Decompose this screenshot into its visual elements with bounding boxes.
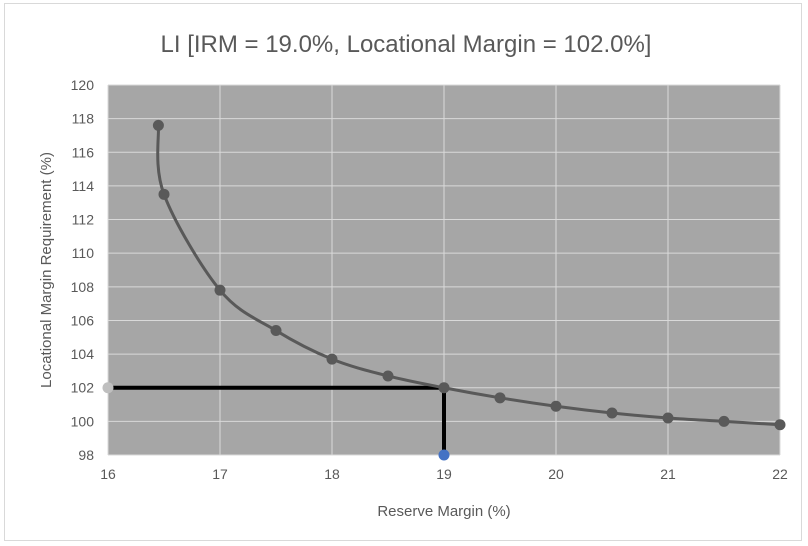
x-tick-label: 19 [436,466,452,482]
reference-lines [108,385,446,455]
y-axis-label: Locational Margin Requirement (%) [38,152,55,388]
data-point [326,353,338,365]
y-tick-label: 104 [71,346,95,362]
data-point [550,400,562,412]
x-tick-label: 16 [100,466,116,482]
y-tick-label: 118 [72,111,95,127]
highlight-marker [102,382,114,394]
data-point [606,407,618,419]
data-point [270,325,282,337]
y-tick-label: 106 [71,312,95,328]
highlight-markers [102,382,450,461]
x-tick-label: 22 [772,466,788,482]
y-tick-label: 114 [72,178,95,194]
data-point [152,119,164,131]
data-point [438,382,450,394]
y-tick-label: 108 [71,279,95,295]
y-tick-label: 100 [71,413,95,429]
tick-labels: 16 17 18 19 20 21 22 98 100 102 104 106 108 110 112 114… [71,77,788,482]
x-tick-label: 18 [324,466,340,482]
data-points [152,119,786,431]
y-tick-label: 102 [71,380,95,396]
x-tick-label: 20 [548,466,564,482]
y-tick-label: 116 [72,144,95,160]
chart-title: LI [IRM = 19.0%, Locational Margin = 102… [161,31,652,58]
y-tick-label: 110 [72,245,95,261]
x-tick-label: 17 [212,466,228,482]
data-point [718,415,730,427]
data-point [494,392,506,404]
data-point [214,284,226,296]
highlight-marker [438,449,450,461]
data-point [774,419,786,431]
data-point [662,412,674,424]
data-point [382,370,394,382]
x-axis-label: Reserve Margin (%) [377,503,510,520]
y-tick-label: 112 [72,212,95,228]
y-tick-label: 98 [78,447,94,463]
y-tick-label: 120 [71,77,95,93]
data-point [158,188,170,200]
x-tick-label: 21 [660,466,676,482]
